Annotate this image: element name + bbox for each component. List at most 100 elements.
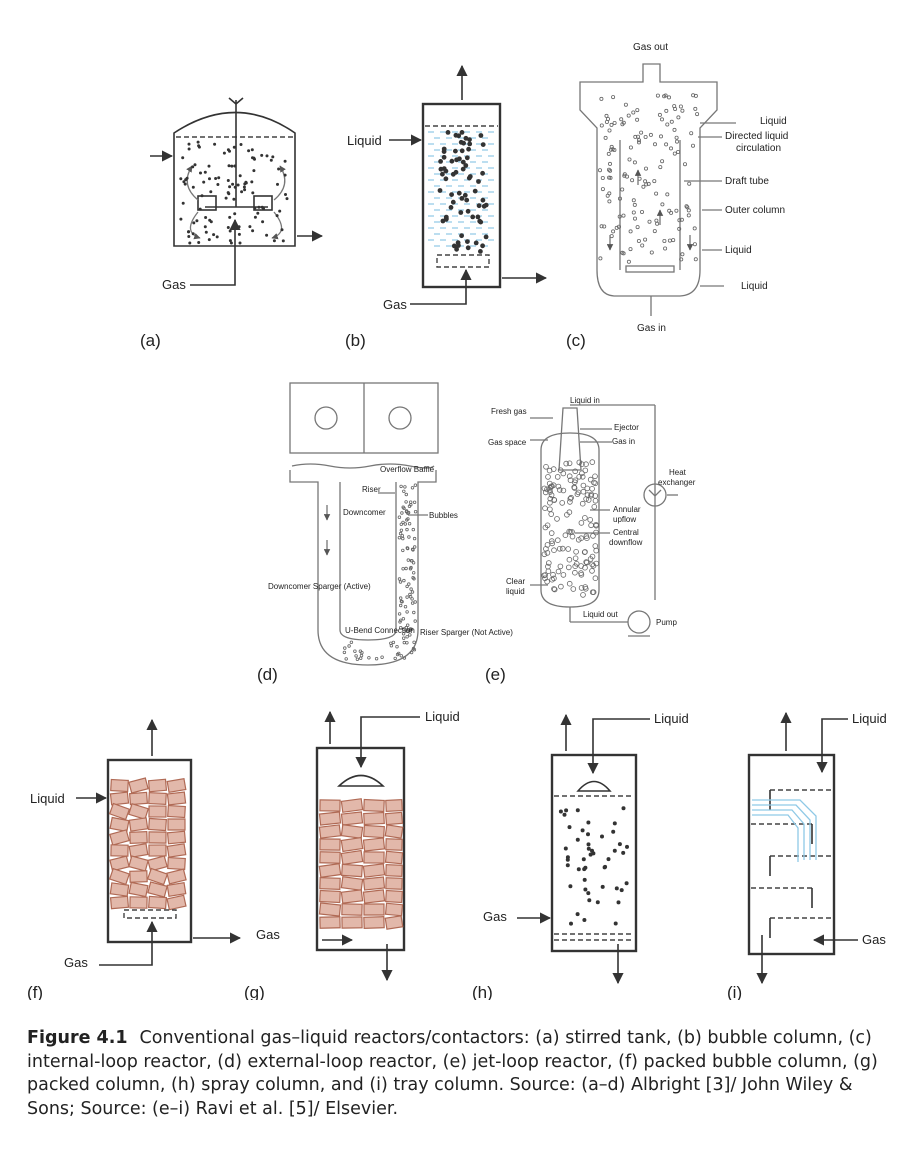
heat-exchanger-symbol: [643, 483, 667, 507]
bubble: [583, 461, 589, 468]
bubble: [622, 173, 627, 178]
bubble: [214, 177, 218, 180]
droplet: [582, 918, 587, 922]
packing-ring: [384, 811, 404, 826]
label-gas: Gas: [862, 932, 886, 947]
bubble: [253, 215, 257, 219]
bubble: [400, 534, 404, 538]
bubble: [673, 107, 678, 112]
bubble: [466, 146, 471, 152]
bubble: [664, 142, 669, 147]
outer-column: [579, 63, 718, 297]
bubble: [242, 185, 246, 189]
bubble: [183, 182, 187, 186]
bubble: [257, 205, 261, 209]
bubble: [192, 221, 196, 225]
droplet: [565, 863, 570, 868]
bubble: [458, 210, 464, 215]
bubble: [647, 219, 652, 224]
bubble: [224, 196, 228, 200]
bubble: [598, 256, 603, 261]
bubble: [459, 196, 465, 201]
bubble: [565, 564, 572, 571]
panel-tag-e: (e): [485, 665, 506, 684]
bubble: [226, 191, 230, 195]
bubble: [438, 159, 443, 164]
droplet: [582, 877, 587, 882]
bubble: [467, 174, 473, 179]
bubble: [692, 226, 697, 231]
bubble: [643, 237, 648, 242]
bubble: [212, 233, 216, 237]
bubble: [204, 216, 208, 219]
bubble: [465, 208, 471, 214]
bubble: [402, 640, 406, 645]
bubble: [237, 225, 241, 229]
droplet: [621, 850, 626, 855]
packing-ring: [384, 824, 404, 839]
bubble: [619, 117, 624, 122]
packing-ring: [319, 916, 341, 929]
panel-tag-d: (d): [257, 665, 278, 684]
bubble: [191, 232, 195, 236]
bubble: [413, 600, 417, 604]
packing-ring: [166, 830, 187, 845]
bubble: [660, 159, 665, 164]
bubble: [465, 239, 470, 245]
packing-ring: [128, 777, 149, 794]
bubble: [676, 115, 681, 120]
bubble: [285, 197, 289, 201]
droplet: [617, 842, 622, 847]
bubble: [607, 167, 612, 172]
bubble: [412, 640, 416, 644]
bubble: [545, 474, 551, 480]
packing-ring: [363, 811, 385, 826]
bubble: [611, 95, 616, 100]
bubble: [413, 510, 418, 514]
packing-bed: [108, 777, 187, 911]
bubble: [251, 229, 255, 233]
bubble: [669, 210, 674, 215]
bubble: [244, 180, 248, 184]
panel-tag-f: (f): [27, 983, 43, 1000]
label-central-1: Central: [613, 528, 639, 537]
bubble: [283, 159, 287, 163]
packing-ring: [363, 824, 385, 839]
column-vessel: [550, 753, 638, 953]
panel-tag-b: (b): [345, 331, 366, 350]
droplet: [568, 884, 573, 889]
bubble: [582, 515, 588, 521]
bubble: [476, 203, 482, 209]
bubble: [676, 149, 681, 154]
label-liquid: Liquid: [425, 709, 460, 724]
bubble: [229, 241, 233, 245]
liquid-inlet-arrow: [355, 716, 420, 769]
bubble: [399, 599, 404, 603]
droplet: [611, 829, 616, 834]
bubble: [478, 249, 483, 254]
bubble: [461, 140, 466, 146]
bubble: [644, 182, 649, 187]
bubble: [412, 577, 416, 581]
bubble: [604, 120, 609, 125]
bubble: [456, 133, 462, 139]
droplet: [606, 857, 611, 862]
packing-ring: [128, 791, 149, 806]
bubble: [437, 188, 443, 193]
bubble: [353, 649, 357, 653]
bubble: [405, 610, 409, 614]
packing-ring: [129, 831, 148, 844]
bubble: [399, 654, 403, 658]
bubble: [400, 511, 404, 515]
bubble: [672, 127, 677, 132]
bubble: [250, 180, 254, 184]
panel-c-internal-loop: Gas out Liquid Directed liquid circulati…: [566, 42, 788, 350]
packing-ring: [127, 802, 150, 821]
bubble: [272, 239, 276, 243]
bubble: [410, 590, 415, 594]
bubble: [547, 506, 553, 513]
packing-ring: [340, 876, 364, 891]
bubble: [215, 235, 219, 239]
bubble: [359, 653, 364, 658]
bubble: [578, 570, 584, 576]
